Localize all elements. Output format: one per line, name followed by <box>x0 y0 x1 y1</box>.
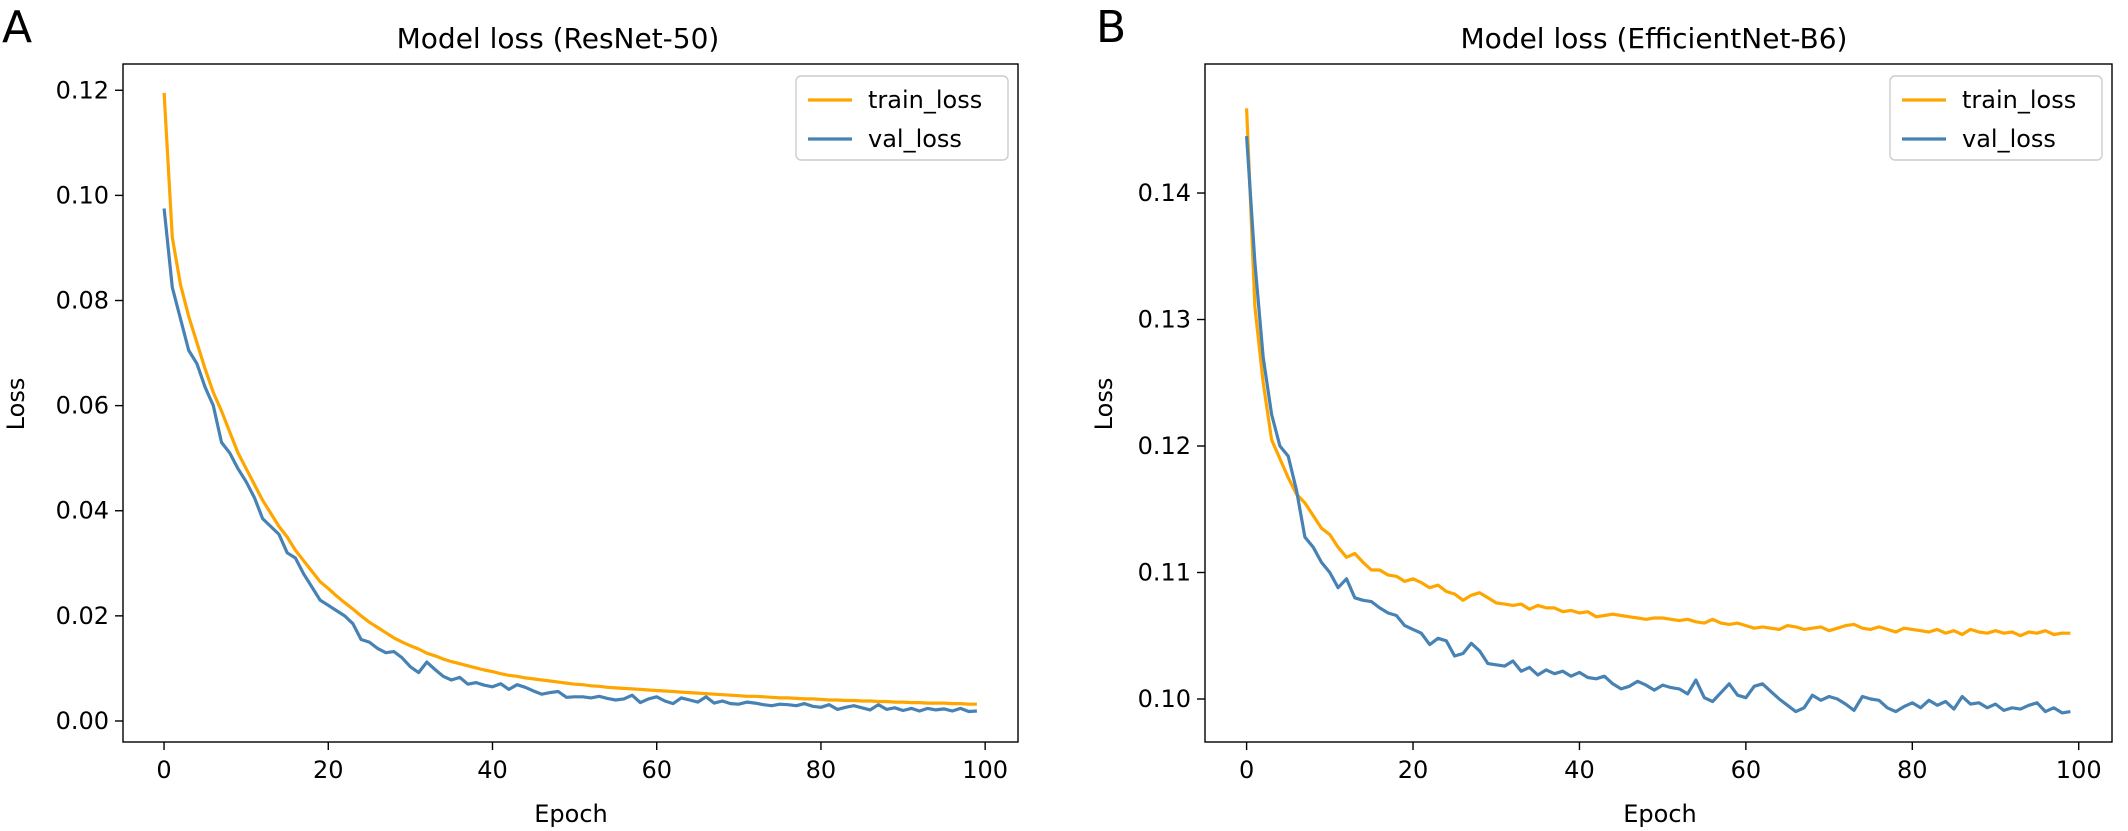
y-tick-label: 0.06 <box>56 392 109 420</box>
legend-label-val-loss: val_loss <box>1962 125 2056 153</box>
panel-letter-a: A <box>2 2 32 53</box>
series-line-val-loss-b <box>1245 135 2071 715</box>
series-group-b <box>1245 108 2071 715</box>
x-tick-label: 20 <box>313 756 344 784</box>
y-tick-label: 0.10 <box>1138 685 1191 713</box>
y-tick-label: 0.12 <box>1138 432 1191 460</box>
y-tick-label: 0.02 <box>56 602 109 630</box>
y-tick-label: 0.10 <box>56 181 109 209</box>
axes-b: 0 20 40 60 80 100 0.10 0.11 0.12 0.13 0.14 train_l… <box>1138 63 2113 784</box>
panel-a: A Model loss (ResNet-50) 0 20 40 60 80 100 0.0… <box>2 2 1019 828</box>
series-line-train-loss-a <box>162 92 977 706</box>
y-tick-label: 0.08 <box>56 287 109 315</box>
x-tick-label: 100 <box>2056 756 2102 784</box>
x-tick-label: 80 <box>1897 756 1928 784</box>
x-tick-label: 80 <box>806 756 837 784</box>
y-axis-label-b: Loss <box>1090 378 1118 431</box>
x-tick-label: 0 <box>156 756 171 784</box>
legend-label-val-loss: val_loss <box>868 125 962 153</box>
panel-letter-b: B <box>1096 2 1126 53</box>
y-tick-label: 0.11 <box>1138 559 1191 587</box>
ticks-group-a: 0 20 40 60 80 100 0.00 0.02 0.04 0.06 0.08 0.10 0.12 <box>56 76 1008 784</box>
series-line-train-loss-b <box>1245 108 2071 638</box>
legend-b: train_loss val_loss <box>1889 75 2103 161</box>
x-tick-label: 60 <box>1731 756 1762 784</box>
x-tick-label: 0 <box>1239 756 1254 784</box>
y-tick-label: 0.00 <box>56 707 109 735</box>
legend-label-train-loss: train_loss <box>868 86 982 114</box>
y-tick-label: 0.12 <box>56 76 109 104</box>
y-tick-label: 0.04 <box>56 497 109 525</box>
panel-b: B Model loss (EfficientNet-B6) 0 20 40 60 80… <box>1090 2 2113 828</box>
x-tick-label: 60 <box>641 756 672 784</box>
legend-label-train-loss: train_loss <box>1962 86 2076 114</box>
chart-title-b: Model loss (EfficientNet-B6) <box>1461 22 1848 55</box>
series-group-a <box>162 92 977 714</box>
plot-frame-a <box>122 63 1019 743</box>
chart-title-a: Model loss (ResNet-50) <box>397 22 720 55</box>
series-line-val-loss-a <box>162 208 977 714</box>
ticks-group-b: 0 20 40 60 80 100 0.10 0.11 0.12 0.13 0.14 <box>1138 179 2102 784</box>
y-tick-label: 0.14 <box>1138 179 1191 207</box>
x-tick-label: 40 <box>477 756 508 784</box>
y-tick-label: 0.13 <box>1138 306 1191 334</box>
plot-frame-b <box>1204 63 2113 743</box>
y-axis-label-a: Loss <box>2 378 30 431</box>
x-tick-label: 20 <box>1398 756 1429 784</box>
x-axis-label-b: Epoch <box>1623 800 1697 828</box>
x-tick-label: 40 <box>1564 756 1595 784</box>
legend-a: train_loss val_loss <box>795 75 1009 161</box>
axes-a: 0 20 40 60 80 100 0.00 0.02 0.04 0.06 0.08 0.10 0.12… <box>56 63 1019 784</box>
x-axis-label-a: Epoch <box>534 800 608 828</box>
x-tick-label: 100 <box>962 756 1008 784</box>
